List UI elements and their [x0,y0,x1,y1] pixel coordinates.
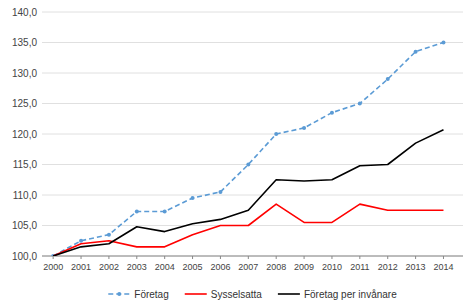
series-marker [274,132,278,136]
y-tick-label: 135,0 [12,37,37,48]
x-tick-label: 2007 [238,262,258,272]
x-tick-label: 2012 [378,262,398,272]
legend-label: Företag [134,289,168,300]
chart: 100,0 105,0 110,0 115,0 120,0 125,0 130,0 135,0… [0,0,475,308]
grid [42,12,463,256]
x-tick-label: 2001 [71,262,91,272]
y-tick-label: 110,0 [13,190,38,201]
x-tick [81,256,82,259]
x-tick [220,256,221,259]
y-tick-label: 105,0 [12,220,37,231]
y-tick-label: 120,0 [12,129,37,140]
x-tick [415,256,416,259]
x-tick [248,256,249,259]
x-tick-label: 2003 [127,262,147,272]
grid-line [42,195,463,196]
grid-line [42,73,463,74]
legend-label: Företag per invånare [304,289,397,300]
series-line [53,130,443,256]
x-tick [108,256,109,259]
legend-item: Sysselsatta [185,289,263,300]
grid-line [42,134,463,135]
x-tick-label: 2005 [183,262,203,272]
series-marker [107,233,111,237]
x-tick [304,256,305,259]
x-tick-label: 2014 [433,262,453,272]
y-tick-label: 140,0 [12,7,37,18]
grid-line [42,12,463,13]
x-tick-label: 2006 [210,262,230,272]
grid-line [42,103,463,104]
x-tick [192,256,193,259]
series-marker [441,41,445,45]
y-tick-label: 130,0 [12,68,37,79]
x-tick [331,256,332,259]
x-tick [136,256,137,259]
grid-line [42,225,463,226]
grid-line [42,42,463,43]
x-tick-label: 2004 [155,262,175,272]
x-tick-label: 2011 [350,262,369,272]
legend-item: Företag per invånare [278,289,397,300]
legend-swatch [185,293,207,295]
x-tick [443,256,444,259]
x-tick-label: 2009 [294,262,314,272]
x-axis-line [42,256,463,257]
grid-line [42,164,463,165]
series-marker [218,190,222,194]
series-marker [135,209,139,213]
y-tick-label: 115,0 [13,159,38,170]
legend-label: Sysselsatta [211,289,263,300]
series-marker [330,111,334,115]
data [51,41,445,257]
series-marker [414,50,418,54]
x-tick-label: 2002 [99,262,119,272]
series-marker [163,209,167,213]
x-tick [276,256,277,259]
x-tick-label: 2010 [322,262,342,272]
y-tick-label: 125,0 [12,98,37,109]
series-marker [246,163,250,167]
legend-marker [117,292,121,296]
y-tick-label: 100,0 [12,251,37,262]
series-marker [386,77,390,81]
x-tick-label: 2000 [43,262,63,272]
series-marker [302,126,306,130]
x-tick [359,256,360,259]
legend-item: Företag [108,289,168,300]
series-marker [358,102,362,106]
series-marker [191,196,195,200]
legend: Företag Sysselsatta Företag per invånare [108,289,397,300]
x-tick [387,256,388,259]
series-line [53,204,443,256]
x-tick [164,256,165,259]
legend-swatch [278,293,300,295]
x-tick-label: 2013 [406,262,426,272]
x-tick-label: 2008 [266,262,286,272]
grid-line [42,256,463,257]
series-marker [79,239,83,243]
x-tick [53,256,54,259]
series-line [53,43,443,257]
